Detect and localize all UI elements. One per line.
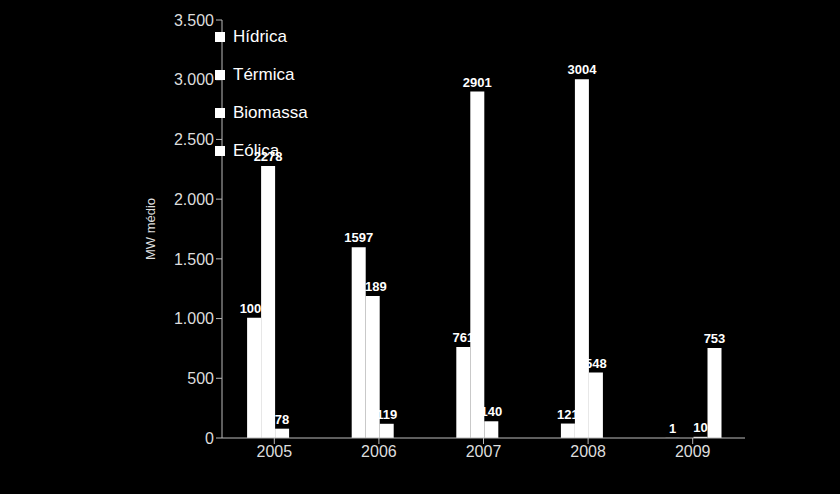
svg-text:761: 761 <box>452 330 474 345</box>
svg-text:2901: 2901 <box>463 75 492 90</box>
svg-text:121: 121 <box>557 407 579 422</box>
svg-text:2007: 2007 <box>466 443 502 460</box>
svg-text:753: 753 <box>704 331 726 346</box>
svg-text:2006: 2006 <box>361 443 397 460</box>
svg-text:1189: 1189 <box>359 279 387 294</box>
svg-text:1006: 1006 <box>240 301 269 316</box>
svg-text:2.000: 2.000 <box>174 191 214 208</box>
svg-text:548: 548 <box>585 356 607 371</box>
svg-text:MW médio: MW médio <box>143 198 158 260</box>
svg-text:1.500: 1.500 <box>174 251 214 268</box>
svg-text:10: 10 <box>693 420 707 435</box>
svg-text:2005: 2005 <box>257 443 293 460</box>
svg-text:500: 500 <box>187 370 214 387</box>
svg-text:0: 0 <box>205 430 214 447</box>
svg-text:2008: 2008 <box>570 443 606 460</box>
svg-text:119: 119 <box>376 407 397 422</box>
svg-text:3004: 3004 <box>567 62 597 77</box>
svg-text:1597: 1597 <box>344 230 373 245</box>
svg-text:1: 1 <box>669 421 676 436</box>
svg-text:78: 78 <box>275 412 289 427</box>
svg-text:1.000: 1.000 <box>174 310 214 327</box>
svg-text:3.000: 3.000 <box>174 71 214 88</box>
svg-text:2.500: 2.500 <box>174 131 214 148</box>
svg-text:2009: 2009 <box>675 443 711 460</box>
svg-text:3.500: 3.500 <box>174 12 214 29</box>
svg-text:140: 140 <box>480 404 502 419</box>
svg-text:2278: 2278 <box>254 149 283 164</box>
